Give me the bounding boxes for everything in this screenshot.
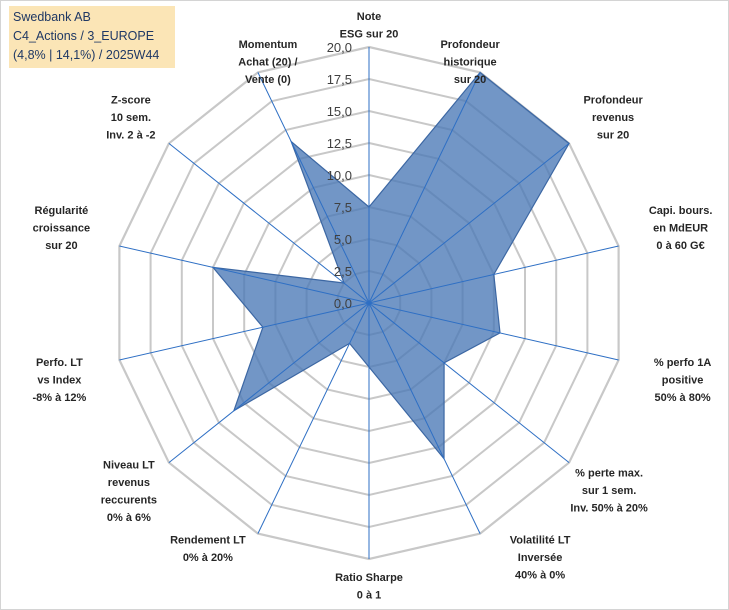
axis-spoke [368,143,570,304]
axis-label: Z-score 10 sem. Inv. 2 à -2 [106,94,155,141]
axis-label-line: reccurents [101,495,157,507]
axis-label-line: Inversée [518,552,563,564]
radar-spokes [119,47,619,559]
axis-label-line: sur 20 [45,240,77,252]
radar-tick-labels: 0,0 2,5 5,0 7,5 10,0 12,5 15,0 17,5 20,0 [327,40,352,311]
chart-title-box: Swedbank AB C4_Actions / 3_EUROPE (4,8% … [9,6,175,68]
axis-spoke [257,72,370,304]
axis-label-line: Volatilité LT [510,535,571,547]
axis-label: % perte max. sur 1 sem. Inv. 50% à 20% [570,468,648,515]
axis-label-line: Inv. 50% à 20% [570,503,648,515]
axis-spoke [168,302,370,463]
axis-label-line: 40% à 0% [515,570,565,582]
series-area [211,71,570,461]
axis-label-line: 0% à 20% [183,552,233,564]
axis-label: Capi. bours. en MdEUR 0 à 60 G€ [649,205,713,252]
axis-spoke [368,245,619,304]
tick-label: 17,5 [327,72,352,87]
axis-label-line: ESG sur 20 [340,29,399,41]
tick-label: 7,5 [334,200,352,215]
axis-label-line: historique [444,56,497,68]
axis-label-line: 0 à 60 G€ [656,240,704,252]
axis-label-line: % perte max. [575,468,643,480]
axis-label-line: Rendement LT [170,535,246,547]
axis-spoke [168,143,370,304]
axis-label-line: Achat (20) / [238,56,297,68]
axis-label: Niveau LT revenus reccurents 0% à 6% [101,460,157,524]
axis-label: % perfo 1A positive 50% à 80% [654,357,712,404]
axis-label-line: 0 à 1 [357,590,381,602]
axis-label-line: 0% à 6% [107,512,151,524]
tick-label: 20,0 [327,40,352,55]
axis-label-line: Ratio Sharpe [335,572,403,584]
axis-label: Perfo. LT vs Index -8% à 12% [32,357,86,404]
title-company: Swedbank AB [13,10,91,24]
axis-spoke [368,302,619,361]
axis-label-line: Vente (0) [245,74,291,86]
axis-label-line: Note [357,11,381,23]
tick-label: 15,0 [327,104,352,119]
axis-label-line: Z-score [111,94,151,106]
axis-label: Régularité croissance sur 20 [33,205,90,252]
title-category: C4_Actions / 3_EUROPE [13,29,155,43]
axis-label: Ratio Sharpe 0 à 1 [335,572,403,602]
axis-label-line: 10 sem. [111,112,151,124]
axis-label-line: % perfo 1A [654,357,712,369]
axis-label: Profondeur historique sur 20 [440,39,500,86]
axis-spoke [119,245,370,304]
tick-label: 12,5 [327,136,352,151]
axis-label-line: Perfo. LT [36,357,83,369]
axis-label: Rendement LT 0% à 20% [170,535,246,565]
axis-label-line: en MdEUR [653,223,708,235]
axis-label-line: Momentum [239,39,298,51]
axis-label-line: -8% à 12% [32,392,86,404]
tick-label: 10,0 [327,168,352,183]
axis-label-line: revenus [592,112,634,124]
radar-series [211,71,570,461]
tick-label: 2,5 [334,264,352,279]
axis-spoke [368,302,481,534]
axis-label: Profondeur revenus sur 20 [583,94,643,141]
axis-label: Note ESG sur 20 [340,11,399,41]
axis-spoke [368,302,570,463]
tick-label: 0,0 [334,296,352,311]
title-performance: (4,8% | 14,1%) / 2025W44 [13,48,160,62]
axis-label-line: positive [662,375,704,387]
tick-label: 5,0 [334,232,352,247]
axis-label-line: sur 1 sem. [582,485,636,497]
axis-label-line: Profondeur [583,94,643,106]
axis-spoke [368,72,481,304]
axis-label-line: Niveau LT [103,460,155,472]
axis-spoke [119,302,370,361]
axis-label-line: 50% à 80% [654,392,710,404]
axis-label-line: revenus [108,477,150,489]
axis-label: Volatilité LT Inversée 40% à 0% [510,535,571,582]
axis-label-line: croissance [33,223,90,235]
radar-axis-labels: Note ESG sur 20 Profondeur historique sur 20… [32,11,712,602]
axis-label-line: Capi. bours. [649,205,713,217]
axis-spoke [257,302,370,534]
axis-label-line: sur 20 [597,129,629,141]
axis-label: Momentum Achat (20) / Vente (0) [238,39,297,86]
axis-label-line: Profondeur [440,39,500,51]
axis-label-line: sur 20 [454,74,486,86]
axis-label-line: vs Index [37,375,82,387]
axis-label-line: Inv. 2 à -2 [106,129,155,141]
axis-label-line: Régularité [35,205,89,217]
